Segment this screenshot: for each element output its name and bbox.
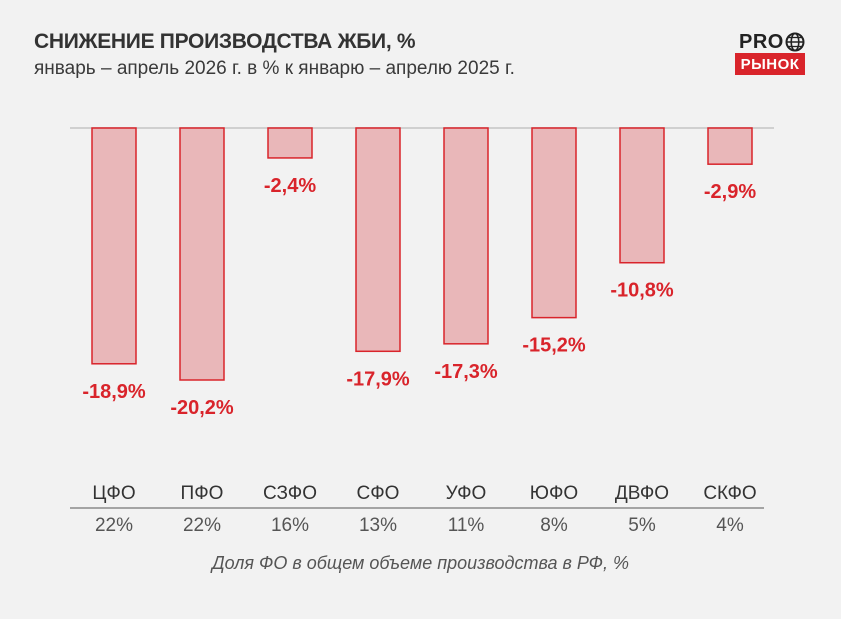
value-label: -18,9% <box>82 381 146 403</box>
category-label: ЦФО <box>92 483 135 504</box>
category-label: ДВФО <box>615 483 669 504</box>
globe-icon <box>785 32 805 52</box>
logo-top: PRO <box>739 31 805 53</box>
bar-2 <box>179 127 225 381</box>
bar-4 <box>355 127 401 353</box>
share-label: 22% <box>183 515 221 536</box>
value-label: -20,2% <box>170 397 234 419</box>
share-label: 4% <box>716 515 744 536</box>
category-label: СФО <box>357 483 400 504</box>
bar-7 <box>619 127 665 264</box>
bar-3 <box>267 127 313 159</box>
share-caption: Доля ФО в общем объеме производства в РФ… <box>211 553 630 573</box>
value-label: -15,2% <box>522 335 586 357</box>
bar-chart: -18,9% ЦФО 22% -20,2% ПФО 22% -2,4% СЗФО 16% -17,… <box>70 127 774 536</box>
share-label: 16% <box>271 515 309 536</box>
category-label: ПФО <box>181 483 224 504</box>
category-label: УФО <box>446 483 487 504</box>
share-label: 11% <box>448 515 485 536</box>
value-label: -17,9% <box>346 368 410 390</box>
value-label: -17,3% <box>434 361 498 383</box>
category-label: СКФО <box>703 483 756 504</box>
bar-1 <box>91 127 137 365</box>
category-label: СЗФО <box>263 483 317 504</box>
logo-bottom: РЫНОК <box>735 53 805 75</box>
value-label: -2,4% <box>264 175 316 197</box>
share-label: 8% <box>540 515 568 536</box>
logo-top-text: PRO <box>739 30 784 53</box>
chart-title: СНИЖЕНИЕ ПРОИЗВОДСТВА ЖБИ, % <box>34 30 416 53</box>
chart-subtitle: январь – апрель 2026 г. в % к январю – а… <box>34 58 515 79</box>
share-label: 5% <box>628 515 656 536</box>
share-label: 13% <box>359 515 397 536</box>
category-label: ЮФО <box>530 483 578 504</box>
share-label: 22% <box>95 515 133 536</box>
pro-rynok-logo: PRO РЫНОК <box>735 31 807 77</box>
bar-8 <box>707 127 753 165</box>
bar-6 <box>531 127 577 319</box>
bar-5 <box>443 127 489 345</box>
value-label: -10,8% <box>610 280 674 302</box>
value-label: -2,9% <box>704 181 756 203</box>
